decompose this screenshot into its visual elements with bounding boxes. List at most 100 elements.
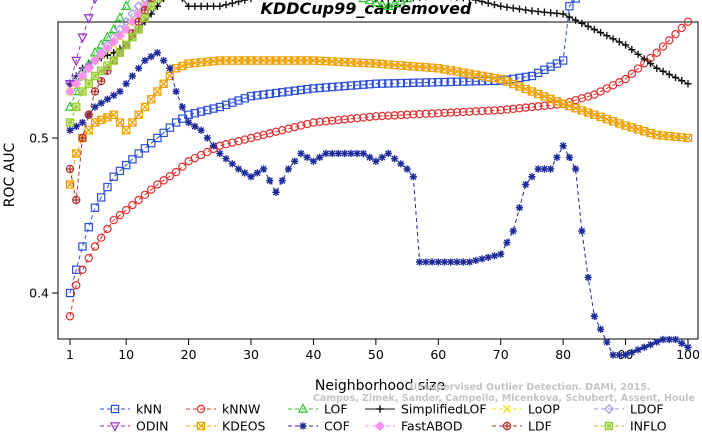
data-point: [78, 133, 87, 143]
data-point: [153, 49, 161, 57]
data-point: [90, 87, 100, 96]
data-point: [122, 80, 130, 88]
data-point: [521, 72, 530, 82]
data-point: [296, 85, 306, 95]
data-point: [547, 165, 555, 173]
data-point: [65, 312, 75, 321]
data-point: [377, 0, 388, 9]
data-point: [114, 11, 126, 22]
watermark-line-2: Unsupervised Outlier Detection. DAMI, 20…: [410, 382, 651, 393]
data-point: [184, 110, 193, 119]
series-line: [69, 60, 689, 185]
data-point: [121, 0, 132, 10]
data-point: [90, 55, 100, 66]
data-point: [359, 113, 368, 122]
data-point: [565, 13, 573, 21]
data-point: [134, 195, 143, 205]
data-point: [415, 258, 424, 266]
legend-marker: [196, 404, 206, 414]
data-point: [203, 2, 211, 10]
data-point: [484, 0, 492, 7]
series-ldf: [65, 0, 156, 205]
legend-label: LOF: [324, 402, 348, 417]
data-point: [427, 109, 437, 118]
data-point: [340, 81, 349, 91]
data-point: [540, 8, 549, 16]
data-point: [297, 149, 305, 158]
data-point: [434, 258, 442, 266]
data-point: [377, 111, 387, 121]
data-point: [114, 30, 125, 41]
data-point: [109, 172, 118, 181]
data-point: [465, 107, 474, 116]
data-point: [359, 80, 368, 89]
data-point: [658, 42, 668, 51]
data-point: [553, 9, 561, 17]
legend-marker: [299, 422, 307, 430]
data-point: [203, 134, 211, 142]
data-point: [597, 29, 605, 37]
data-point: [341, 149, 349, 158]
data-point: [334, 115, 343, 125]
data-point: [402, 78, 412, 88]
data-point: [358, 0, 369, 3]
legend-marker: [376, 405, 384, 413]
data-point: [116, 87, 124, 96]
legend-item-odin: ODIN: [100, 419, 169, 434]
data-point: [271, 88, 281, 98]
data-point: [272, 188, 280, 196]
data-point: [265, 89, 274, 99]
data-point: [391, 155, 399, 163]
data-point: [397, 160, 405, 168]
data-point: [146, 95, 156, 104]
y-tick-label: 0.4: [29, 286, 49, 301]
data-point: [309, 118, 318, 127]
data-point: [246, 133, 256, 143]
data-point: [502, 105, 512, 114]
data-point: [115, 166, 125, 176]
data-point: [371, 79, 381, 88]
data-point: [90, 242, 100, 251]
data-point: [228, 160, 236, 168]
data-point: [678, 77, 686, 85]
data-point: [162, 0, 165, 3]
data-point: [459, 258, 467, 266]
data-point: [190, 108, 200, 118]
data-point: [665, 70, 673, 79]
data-point: [370, 0, 381, 7]
data-point: [234, 165, 243, 173]
data-point: [653, 64, 661, 72]
data-point: [572, 165, 580, 173]
data-point: [153, 133, 162, 143]
data-point: [346, 114, 356, 123]
data-point: [646, 60, 655, 68]
data-point: [428, 258, 436, 266]
data-point: [415, 109, 424, 119]
data-point: [472, 256, 480, 265]
data-point: [222, 1, 230, 9]
data-point: [303, 153, 311, 161]
legend-label: LDOF: [630, 402, 664, 417]
x-tick-label: 100: [676, 347, 700, 362]
data-point: [72, 265, 81, 274]
data-point: [565, 2, 574, 11]
data-point: [191, 122, 199, 130]
data-point: [415, 78, 424, 87]
legend-marker: [502, 421, 512, 431]
data-point: [259, 165, 268, 173]
data-point: [384, 79, 393, 88]
legend-label: SimplifiedLOF: [401, 402, 487, 417]
data-point: [321, 117, 331, 126]
data-point: [446, 77, 455, 87]
data-point: [103, 224, 112, 234]
data-point: [381, 0, 383, 3]
data-point: [590, 312, 598, 320]
data-point: [296, 121, 306, 130]
data-point: [121, 205, 131, 215]
data-point: [97, 233, 106, 242]
data-point: [241, 169, 249, 177]
data-point: [128, 33, 137, 42]
data-point: [97, 66, 106, 76]
data-point: [209, 2, 218, 10]
